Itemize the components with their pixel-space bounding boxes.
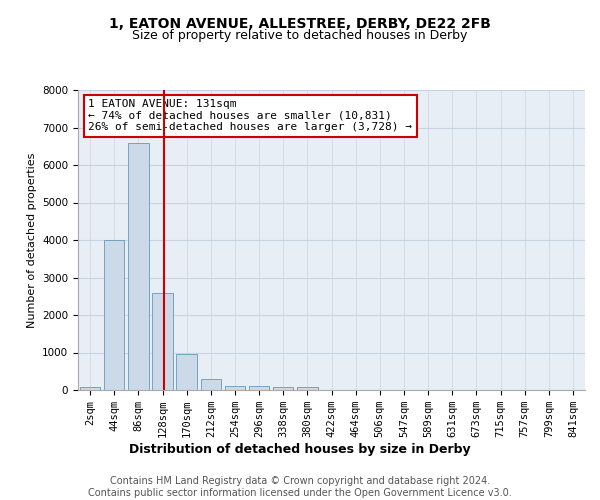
Text: Contains HM Land Registry data © Crown copyright and database right 2024.
Contai: Contains HM Land Registry data © Crown c… (88, 476, 512, 498)
Bar (128, 142, 149, 390)
Text: 1 EATON AVENUE: 131sqm
← 74% of detached houses are smaller (10,831)
26% of semi: 1 EATON AVENUE: 131sqm ← 74% of detached… (88, 99, 412, 132)
Bar (80, 387, 100, 390)
Bar (104, 240, 124, 390)
Bar (273, 387, 293, 390)
Bar (176, 354, 197, 390)
Bar (152, 292, 173, 390)
Bar (224, 386, 245, 390)
Bar (297, 387, 317, 390)
Text: 1, EATON AVENUE, ALLESTREE, DERBY, DE22 2FB: 1, EATON AVENUE, ALLESTREE, DERBY, DE22 … (109, 18, 491, 32)
Bar (200, 379, 221, 390)
Y-axis label: Number of detached properties: Number of detached properties (26, 152, 37, 328)
Bar (249, 386, 269, 390)
Text: Size of property relative to detached houses in Derby: Size of property relative to detached ho… (133, 29, 467, 42)
Text: Distribution of detached houses by size in Derby: Distribution of detached houses by size … (129, 442, 471, 456)
